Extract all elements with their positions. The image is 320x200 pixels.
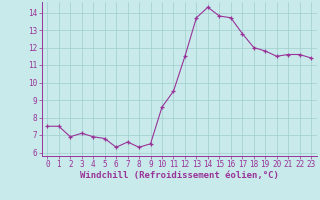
X-axis label: Windchill (Refroidissement éolien,°C): Windchill (Refroidissement éolien,°C) [80, 171, 279, 180]
